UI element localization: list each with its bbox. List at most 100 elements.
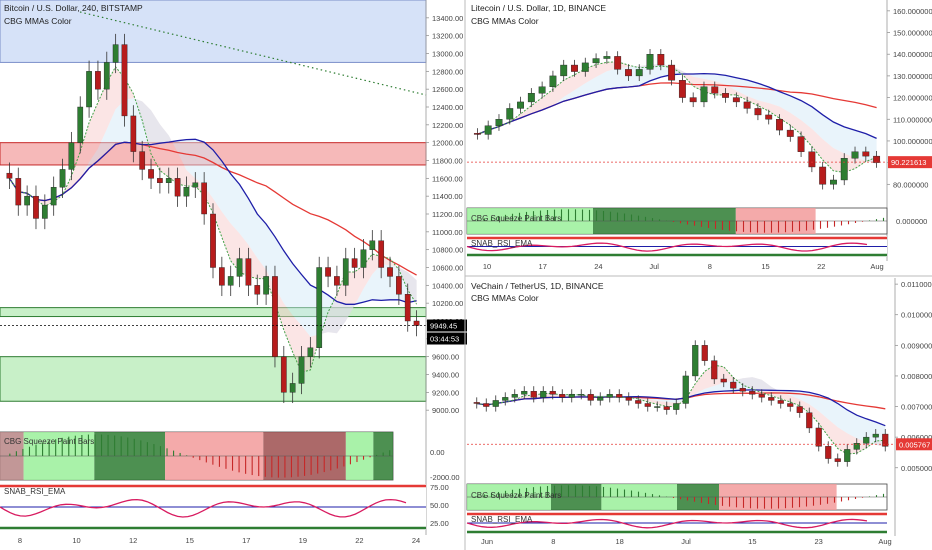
ltc-xtick-label: 24 — [594, 262, 602, 271]
ltc-ma-green-line — [477, 61, 877, 173]
ltc-xtick-label: 22 — [817, 262, 825, 271]
vet-candle — [654, 406, 661, 408]
btc-candle — [6, 172, 13, 179]
ltc-candle — [592, 58, 600, 64]
ltc-rsi-pane — [466, 236, 887, 257]
ltc-candle — [797, 136, 805, 152]
ltc-candle — [743, 101, 751, 109]
btc-candle — [254, 285, 261, 295]
vet-squeeze-label: CBG Squeeze Paint Bars — [471, 491, 561, 500]
vet-rsi-label: SNAB_RSI_EMA — [471, 515, 533, 524]
btc-squeeze-tick-low: -2000.00 — [430, 473, 460, 482]
ltc-ma-ribbon-slow — [477, 64, 877, 164]
btc-zone — [0, 0, 427, 63]
vet-candle — [578, 394, 585, 396]
ltc-last-price-badge — [888, 156, 932, 169]
vet-candle — [872, 433, 879, 438]
btc-ytick-label: 10800.00 — [432, 246, 463, 255]
ltc-xtick-label: 15 — [761, 262, 769, 271]
ltc-candle — [840, 158, 848, 181]
btc-subtitle: CBG MMAs Color — [4, 16, 72, 26]
vet-candle — [521, 391, 528, 395]
btc-candle — [41, 204, 48, 219]
vet-candle — [863, 436, 870, 444]
ltc-candle — [873, 155, 881, 163]
vet-candle — [815, 427, 822, 447]
btc-candle — [183, 187, 190, 197]
btc-candle — [86, 71, 92, 108]
btc-candle — [130, 115, 137, 152]
vet-candle — [673, 403, 680, 410]
ltc-candle — [603, 56, 611, 59]
btc-rsi-pane — [0, 484, 426, 530]
ltc-rsi-line — [466, 242, 868, 252]
btc-xtick-label: 24 — [412, 536, 420, 545]
vet-candle — [806, 412, 813, 429]
btc-candle — [95, 71, 101, 90]
ltc-subtitle: CBG MMAs Color — [471, 16, 539, 26]
btc-ytick-label: 13200.00 — [432, 32, 463, 41]
btc-ytick-label: 12600.00 — [432, 85, 463, 94]
btc-candle — [289, 383, 296, 393]
vet-ma-ribbon-fast — [476, 365, 886, 454]
btc-candle — [404, 294, 411, 322]
btc-squeeze-pane — [0, 431, 394, 481]
btc-ytick-label: 9000.00 — [432, 406, 459, 415]
btc-candle — [165, 178, 172, 183]
ltc-candle — [538, 86, 546, 94]
ltc-candle — [808, 151, 816, 168]
vet-xtick-label: 23 — [814, 537, 822, 546]
btc-rsi-tick-25: 25.00 — [430, 519, 449, 528]
btc-ytick-label: 13000.00 — [432, 50, 463, 59]
btc-title: Bitcoin / U.S. Dollar, 240, BITSTAMP — [4, 3, 143, 13]
ltc-squeeze-pane — [466, 207, 888, 235]
ltc-candle — [473, 133, 481, 135]
ltc-candle — [571, 64, 578, 72]
btc-candle — [378, 240, 385, 268]
vet-candle — [530, 391, 537, 398]
vet-candle — [616, 394, 623, 398]
vet-price-pane: 0.011000 0.010000 0.009000 0.008000 0.007000… — [467, 278, 932, 546]
vet-candle — [720, 378, 727, 383]
ltc-candle — [830, 179, 837, 185]
vet-candle — [597, 397, 604, 401]
btc-candle — [77, 106, 84, 143]
ltc-candle — [668, 64, 676, 81]
ltc-title: Litecoin / U.S. Dollar, 1D, BINANCE — [471, 3, 606, 13]
ltc-squeeze-tick-zero: 0.000000 — [896, 217, 927, 226]
btc-candle — [103, 62, 110, 90]
ltc-candle — [560, 64, 568, 77]
ltc-xtick-label: Aug — [870, 262, 883, 271]
vet-candle — [796, 406, 803, 413]
ltc-candle — [732, 97, 740, 103]
btc-xtick-label: 8 — [18, 536, 22, 545]
btc-candle — [351, 258, 358, 268]
vet-ytick-label: 0.010000 — [901, 311, 932, 320]
ltc-ytick-label: 160.000000 — [893, 7, 932, 16]
ltc-candle — [484, 125, 492, 135]
btc-ytick-label: 12200.00 — [432, 121, 463, 130]
vet-ytick-label: 0.005000 — [901, 464, 932, 473]
btc-ytick-label: 10200.00 — [432, 299, 463, 308]
ltc-xtick-label: 8 — [708, 262, 712, 271]
ltc-ma-blue-line — [477, 72, 877, 139]
ltc-candle — [527, 93, 535, 103]
btc-candle — [280, 356, 287, 393]
ltc-ytick-label: 140.000000 — [893, 50, 932, 59]
vet-candle — [492, 400, 499, 407]
btc-candle — [15, 178, 22, 206]
vet-candle — [882, 433, 889, 447]
vet-candle — [692, 345, 699, 377]
btc-candle — [157, 178, 163, 183]
btc-candle — [148, 169, 154, 179]
ltc-ytick-label: 120.000000 — [893, 94, 932, 103]
ltc-squeeze-label: CBG Squeeze Paint Bars — [471, 214, 561, 223]
btc-last-price-value: 9949.45 — [430, 322, 457, 331]
ltc-candle — [754, 108, 762, 116]
vet-candle — [635, 400, 642, 404]
btc-candle — [210, 213, 216, 268]
ltc-candle — [646, 54, 654, 70]
ltc-candle — [776, 119, 783, 131]
btc-xtick-label: 19 — [299, 536, 307, 545]
ltc-xtick-label: 10 — [483, 262, 491, 271]
